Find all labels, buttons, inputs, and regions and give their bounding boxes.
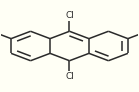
Text: Cl: Cl (65, 11, 74, 20)
Text: Cl: Cl (65, 72, 74, 81)
